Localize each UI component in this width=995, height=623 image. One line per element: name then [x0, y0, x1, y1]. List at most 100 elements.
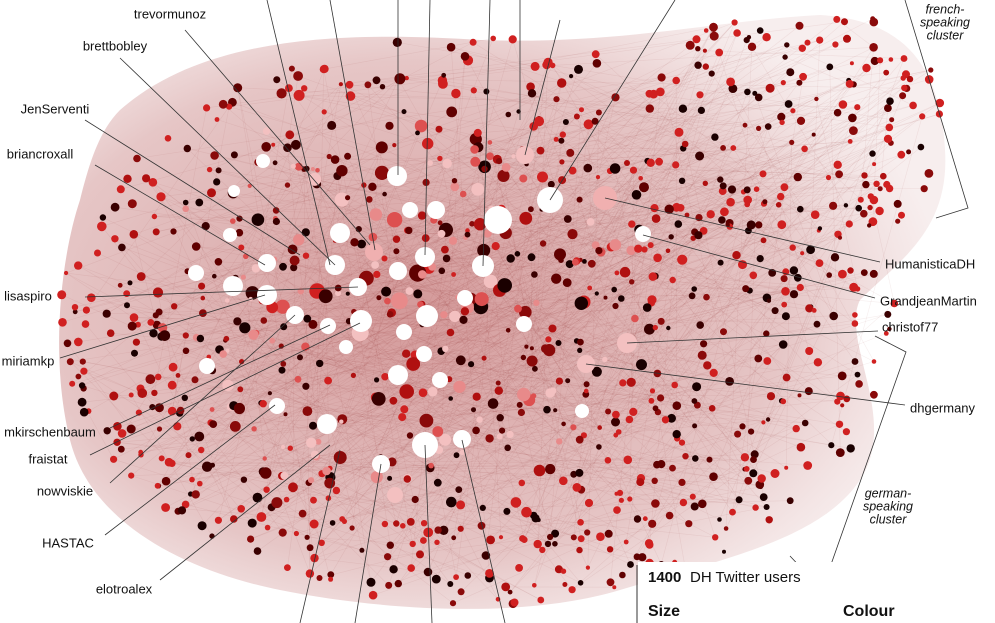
node [870, 56, 879, 66]
edge [366, 91, 661, 279]
node [747, 42, 757, 51]
node [155, 308, 163, 316]
edge [501, 208, 767, 508]
node [269, 398, 285, 414]
edge [341, 350, 442, 422]
node [387, 166, 407, 186]
node [795, 21, 804, 30]
node [129, 230, 139, 239]
network-blob [59, 15, 946, 609]
node [594, 291, 599, 296]
node [587, 285, 593, 291]
node [897, 150, 906, 159]
edge [615, 44, 787, 98]
node [449, 310, 461, 323]
node [374, 165, 390, 180]
node [483, 88, 490, 95]
node [532, 365, 538, 372]
node [613, 506, 621, 514]
node [487, 398, 499, 409]
node [133, 154, 141, 163]
node [302, 252, 310, 259]
leader-line [585, 363, 906, 406]
leader-line [109, 314, 296, 484]
node [515, 564, 523, 572]
node [310, 553, 319, 563]
node [303, 314, 312, 323]
edge [573, 318, 636, 538]
edge [199, 202, 655, 482]
node [306, 437, 317, 448]
node [511, 154, 516, 159]
edge [117, 441, 408, 480]
edge [512, 39, 577, 262]
node [370, 470, 383, 484]
node [283, 496, 290, 503]
node [361, 182, 367, 188]
edge [227, 259, 581, 301]
edge [684, 143, 765, 498]
node [387, 487, 403, 503]
edge [301, 315, 372, 583]
node [799, 72, 807, 81]
node [531, 271, 538, 278]
edge [451, 418, 672, 503]
node [298, 509, 307, 518]
node [653, 460, 661, 469]
node [198, 446, 205, 454]
node [433, 478, 442, 487]
node [553, 96, 560, 103]
node [717, 176, 724, 183]
edge [290, 184, 887, 449]
node [182, 347, 190, 355]
node [651, 499, 660, 508]
edge [161, 458, 551, 538]
edge [207, 327, 669, 468]
node [400, 523, 406, 529]
edge [398, 327, 669, 584]
edge [499, 160, 677, 208]
edge [296, 361, 856, 534]
node [655, 87, 665, 97]
node [471, 407, 476, 413]
node [78, 382, 86, 389]
node [497, 278, 512, 293]
edge [218, 307, 273, 521]
node [548, 324, 557, 333]
edge [746, 189, 757, 469]
edge [219, 349, 568, 381]
node [183, 144, 191, 153]
edge [725, 46, 753, 529]
edge [387, 556, 412, 569]
node [697, 350, 707, 360]
edge [479, 161, 500, 420]
edge [754, 93, 834, 317]
node [453, 380, 466, 393]
node [784, 465, 789, 470]
edge [328, 37, 767, 499]
node [695, 151, 705, 161]
edge [321, 38, 494, 474]
node [474, 292, 489, 307]
node [201, 222, 210, 231]
node [533, 299, 540, 307]
node [596, 532, 605, 541]
edge [241, 68, 293, 362]
edge [503, 175, 526, 313]
edge [425, 219, 722, 239]
edge [519, 143, 686, 406]
edge [257, 207, 871, 221]
node [869, 43, 878, 52]
edge [455, 430, 477, 578]
cluster-annotation: french- [926, 2, 965, 16]
edge [585, 126, 769, 395]
node [629, 407, 638, 416]
edge [537, 348, 546, 545]
edge [595, 53, 782, 225]
node [883, 134, 893, 143]
edge [140, 84, 342, 277]
edge [185, 504, 388, 558]
edge [350, 95, 552, 185]
node [398, 413, 407, 422]
node [305, 569, 315, 578]
